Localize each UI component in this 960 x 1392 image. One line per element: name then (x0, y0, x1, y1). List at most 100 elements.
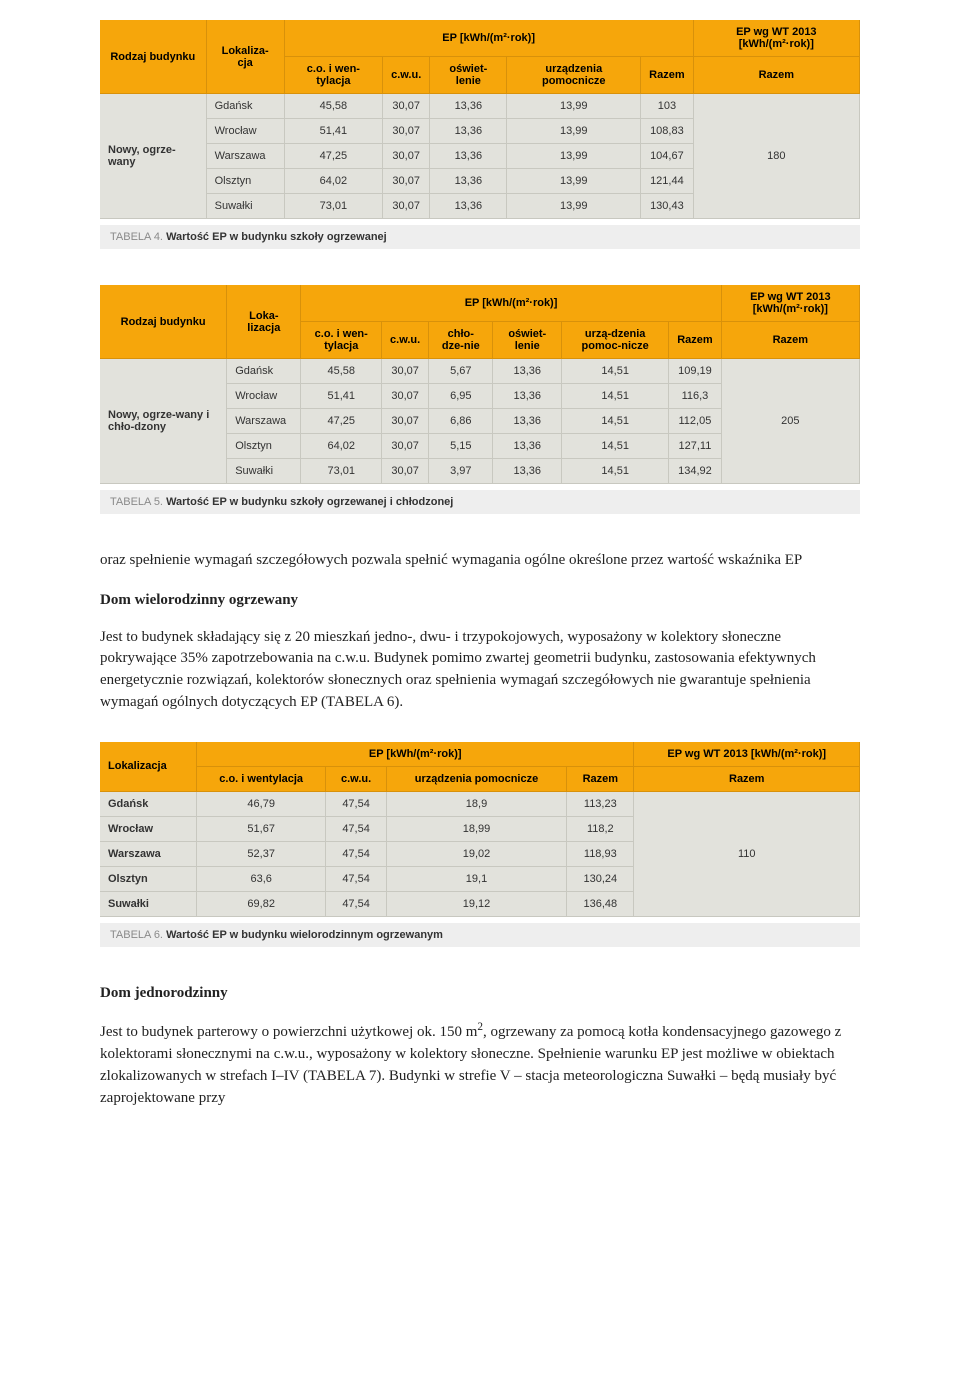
paragraph-1: oraz spełnienie wymagań szczegółowych po… (100, 550, 860, 714)
th-cwu: c.w.u. (382, 322, 429, 359)
para2-heading: Dom jednorodzinny (100, 983, 860, 1005)
value-cell: 6,86 (429, 409, 493, 434)
th-rodzaj: Rodzaj budynku (100, 285, 227, 359)
value-cell: 47,54 (326, 866, 387, 891)
value-cell: 127,11 (669, 434, 721, 459)
value-cell: 47,54 (326, 791, 387, 816)
city-cell: Suwałki (100, 891, 197, 916)
value-cell: 13,36 (430, 94, 507, 119)
value-cell: 13,36 (493, 384, 562, 409)
value-cell: 13,99 (507, 169, 641, 194)
th-razem2: Razem (693, 57, 859, 94)
value-cell: 47,54 (326, 841, 387, 866)
th-ep2013: EP wg WT 2013 [kWh/(m²·rok)] (721, 285, 859, 322)
para2-body-a: Jest to budynek parterowy o powierzchni … (100, 1024, 477, 1040)
th-urz: urządzenia pomocnicze (386, 766, 566, 791)
para1-body: Jest to budynek składający się z 20 mies… (100, 627, 860, 714)
ep-total-cell: 180 (693, 94, 859, 219)
value-cell: 45,58 (301, 359, 382, 384)
city-cell: Wrocław (227, 384, 301, 409)
value-cell: 46,79 (197, 791, 326, 816)
city-cell: Wrocław (100, 816, 197, 841)
value-cell: 14,51 (562, 359, 669, 384)
th-co: c.o. i wen-tylacja (301, 322, 382, 359)
th-chl: chło-dze-nie (429, 322, 493, 359)
value-cell: 52,37 (197, 841, 326, 866)
value-cell: 47,25 (301, 409, 382, 434)
city-cell: Warszawa (227, 409, 301, 434)
ep-total-cell: 205 (721, 359, 859, 484)
caption-text: Wartość EP w budynku szkoły ogrzewanej i… (166, 496, 453, 508)
th-razem: Razem (669, 322, 721, 359)
th-razem2: Razem (634, 766, 860, 791)
value-cell: 5,67 (429, 359, 493, 384)
city-cell: Olsztyn (227, 434, 301, 459)
value-cell: 30,07 (383, 119, 430, 144)
value-cell: 47,25 (284, 144, 382, 169)
value-cell: 18,9 (386, 791, 566, 816)
value-cell: 134,92 (669, 459, 721, 484)
value-cell: 30,07 (382, 359, 429, 384)
th-ep-group: EP [kWh/(m²·rok)] (284, 20, 693, 57)
table-6-caption: TABELA 6. Wartość EP w budynku wielorodz… (100, 923, 860, 947)
value-cell: 3,97 (429, 459, 493, 484)
city-cell: Warszawa (206, 144, 284, 169)
table-4: Rodzaj budynku Lokaliza-cja EP [kWh/(m²·… (100, 20, 860, 219)
city-cell: Gdańsk (227, 359, 301, 384)
th-cwu: c.w.u. (383, 57, 430, 94)
caption-text: Wartość EP w budynku wielorodzinnym ogrz… (166, 929, 443, 941)
value-cell: 47,54 (326, 891, 387, 916)
value-cell: 14,51 (562, 459, 669, 484)
row-type-label: Nowy, ogrze-wany (100, 94, 206, 219)
value-cell: 130,24 (567, 866, 634, 891)
value-cell: 13,36 (430, 119, 507, 144)
value-cell: 109,19 (669, 359, 721, 384)
value-cell: 30,07 (383, 169, 430, 194)
th-ep-group: EP [kWh/(m²·rok)] (301, 285, 721, 322)
th-osw: oświet-lenie (430, 57, 507, 94)
table-5: Rodzaj budynku Loka-lizacja EP [kWh/(m²·… (100, 285, 860, 484)
value-cell: 112,05 (669, 409, 721, 434)
caption-label: TABELA 5. (110, 496, 163, 508)
value-cell: 18,99 (386, 816, 566, 841)
value-cell: 14,51 (562, 409, 669, 434)
city-cell: Gdańsk (100, 791, 197, 816)
th-lokal: Lokalizacja (100, 742, 197, 792)
table-row: Gdańsk46,7947,5418,9113,23110 (100, 791, 860, 816)
city-cell: Wrocław (206, 119, 284, 144)
value-cell: 30,07 (383, 194, 430, 219)
city-cell: Olsztyn (206, 169, 284, 194)
value-cell: 121,44 (641, 169, 693, 194)
value-cell: 19,12 (386, 891, 566, 916)
value-cell: 13,36 (430, 169, 507, 194)
value-cell: 69,82 (197, 891, 326, 916)
th-osw: oświet-lenie (493, 322, 562, 359)
caption-label: TABELA 6. (110, 929, 163, 941)
city-cell: Gdańsk (206, 94, 284, 119)
value-cell: 108,83 (641, 119, 693, 144)
city-cell: Suwałki (227, 459, 301, 484)
value-cell: 13,99 (507, 144, 641, 169)
value-cell: 136,48 (567, 891, 634, 916)
para2-body: Jest to budynek parterowy o powierzchni … (100, 1019, 860, 1109)
caption-label: TABELA 4. (110, 231, 163, 243)
table-4-caption: TABELA 4. Wartość EP w budynku szkoły og… (100, 225, 860, 249)
value-cell: 13,36 (430, 144, 507, 169)
value-cell: 13,36 (493, 434, 562, 459)
value-cell: 118,2 (567, 816, 634, 841)
value-cell: 113,23 (567, 791, 634, 816)
value-cell: 47,54 (326, 816, 387, 841)
table-4-table: Rodzaj budynku Lokaliza-cja EP [kWh/(m²·… (100, 20, 860, 219)
city-cell: Suwałki (206, 194, 284, 219)
value-cell: 14,51 (562, 434, 669, 459)
th-razem2: Razem (721, 322, 859, 359)
table-row: Nowy, ogrze-wany i chło-dzonyGdańsk45,58… (100, 359, 860, 384)
value-cell: 30,07 (382, 459, 429, 484)
value-cell: 30,07 (382, 384, 429, 409)
value-cell: 45,58 (284, 94, 382, 119)
value-cell: 130,43 (641, 194, 693, 219)
value-cell: 19,1 (386, 866, 566, 891)
value-cell: 51,41 (301, 384, 382, 409)
table-6-table: Lokalizacja EP [kWh/(m²·rok)] EP wg WT 2… (100, 742, 860, 917)
table-5-table: Rodzaj budynku Loka-lizacja EP [kWh/(m²·… (100, 285, 860, 484)
